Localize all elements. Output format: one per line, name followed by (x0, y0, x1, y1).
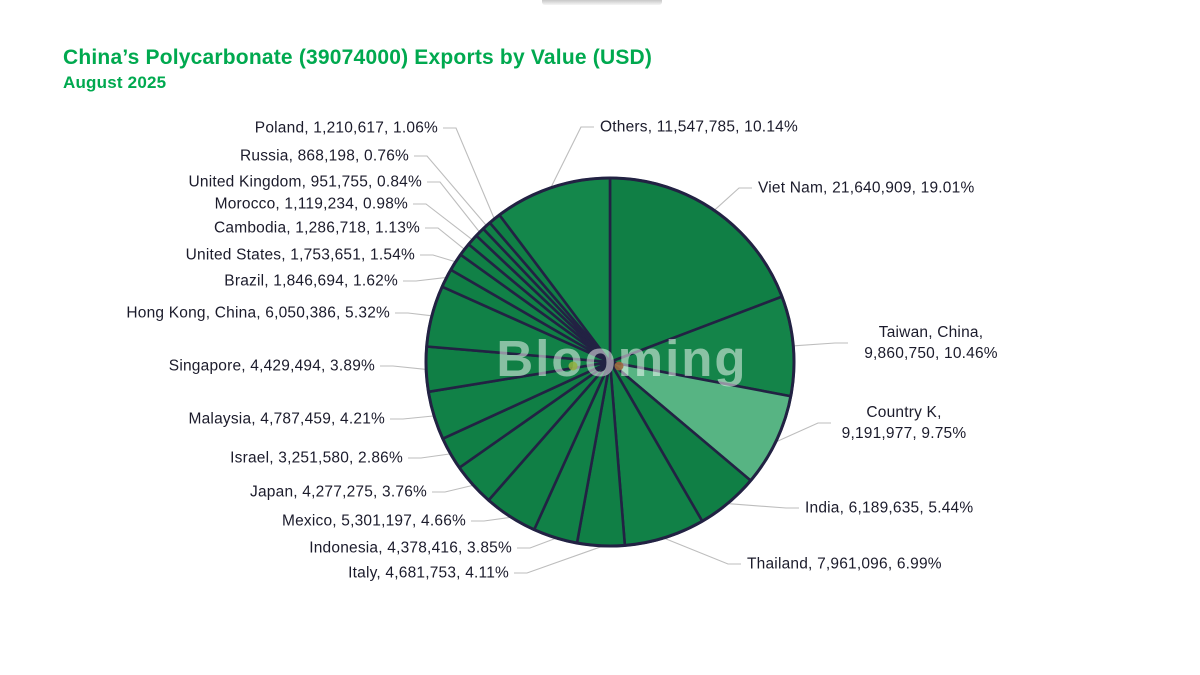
leader-line-singapore (380, 365, 426, 370)
pie-outer-rim (424, 176, 796, 548)
chart-subtitle: August 2025 (63, 73, 167, 92)
chart-title: China’s Polycarbonate (39074000) Exports… (63, 46, 653, 69)
leader-line-united-kingdom (427, 181, 480, 232)
leader-line-brazil (403, 277, 446, 282)
leader-line-country-k (776, 422, 831, 442)
leader-line-india (728, 503, 799, 509)
leader-line-others (550, 126, 594, 187)
leader-line-viet-nam (714, 187, 752, 211)
leader-line-mexico (471, 516, 510, 522)
leader-line-united-states (420, 254, 455, 263)
leader-line-japan (432, 484, 473, 493)
leader-line-italy (514, 546, 601, 574)
leader-line-malaysia (390, 415, 434, 420)
leader-line-cambodia (425, 227, 465, 250)
leader-line-indonesia (517, 538, 556, 549)
chart-header: China’s Polycarbonate (39074000) Exports… (63, 46, 652, 93)
leader-lines (380, 126, 848, 574)
leader-line-israel (408, 453, 450, 459)
pie-slices (424, 176, 796, 548)
leader-line-taiwan-china (794, 342, 848, 347)
leader-line-poland (443, 127, 495, 219)
leader-line-russia (414, 155, 487, 226)
leader-line-thailand (664, 538, 741, 565)
top-edge-artifact (542, 0, 662, 5)
leader-line-morocco (413, 203, 472, 240)
leader-line-hong-kong-china (395, 312, 431, 317)
